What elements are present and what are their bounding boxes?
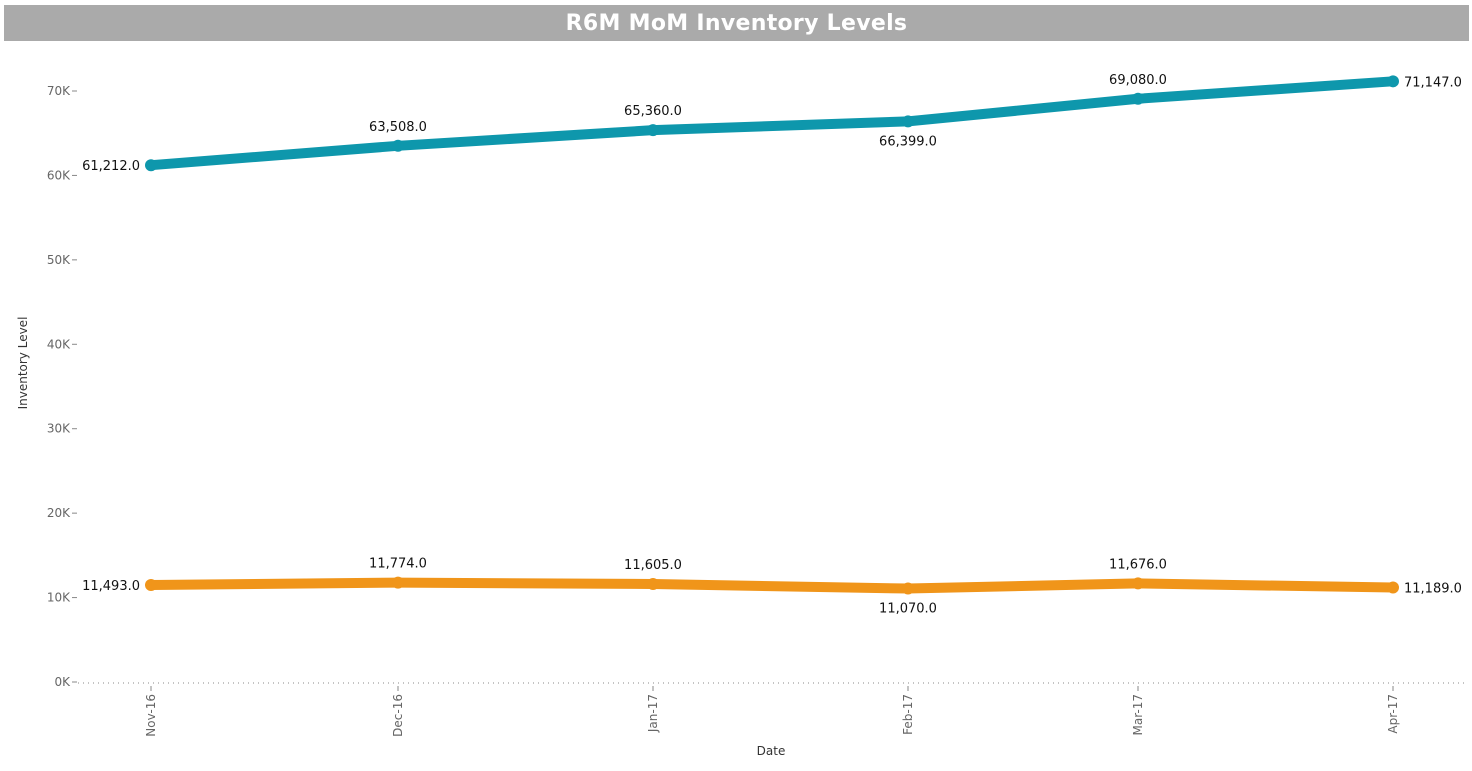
data-label: 61,212.0 xyxy=(82,159,140,174)
data-label: 11,676.0 xyxy=(1109,557,1167,572)
data-label: 11,774.0 xyxy=(369,557,427,572)
data-point[interactable] xyxy=(145,578,157,591)
chart-title-bar: R6M MoM Inventory Levels xyxy=(4,5,1469,41)
data-label: 69,080.0 xyxy=(1109,73,1167,88)
data-point[interactable] xyxy=(1132,577,1144,590)
y-tick-label: 30K xyxy=(47,422,71,436)
data-label: 63,508.0 xyxy=(369,120,427,135)
data-point[interactable] xyxy=(392,576,404,589)
series-line-1 xyxy=(146,76,1398,171)
data-point[interactable] xyxy=(647,578,659,591)
y-tick-label: 70K xyxy=(47,84,71,98)
series-line-2 xyxy=(146,577,1398,594)
y-tick-label: 50K xyxy=(47,253,71,267)
data-label: 71,147.0 xyxy=(1404,75,1462,90)
x-tick-label: Apr-17 xyxy=(1386,694,1400,734)
data-point[interactable] xyxy=(1387,75,1399,88)
data-point[interactable] xyxy=(902,115,914,128)
y-tick-label: 40K xyxy=(47,337,71,351)
x-tick-label: Jan-17 xyxy=(646,694,660,733)
y-tick-label: 0K xyxy=(54,675,71,689)
data-point[interactable] xyxy=(647,124,659,137)
data-point[interactable] xyxy=(1387,581,1399,594)
data-label: 66,399.0 xyxy=(879,134,937,149)
x-tick-label: Dec-16 xyxy=(391,694,405,737)
data-labels-layer: 61,212.0 63,508.0 65,360.0 66,399.0 69,080.0… xyxy=(82,73,1462,617)
data-point[interactable] xyxy=(392,139,404,152)
data-label: 11,493.0 xyxy=(82,579,140,594)
x-tick-label: Nov-16 xyxy=(144,694,158,737)
data-point[interactable] xyxy=(145,159,157,172)
data-label: 11,189.0 xyxy=(1404,582,1462,597)
data-label: 11,605.0 xyxy=(624,558,682,573)
data-label: 11,070.0 xyxy=(879,602,937,617)
data-label: 65,360.0 xyxy=(624,104,682,119)
x-tick-label: Mar-17 xyxy=(1131,694,1145,735)
y-tick-label: 60K xyxy=(47,168,71,182)
axes-group: 0K 10K 20K 30K 40K 50K 60K 70K Nov-16 Dec-16 Jan-1… xyxy=(47,84,1468,737)
y-axis-title: Inventory Level xyxy=(16,317,30,410)
y-tick-label: 10K xyxy=(47,591,71,605)
x-tick-label: Feb-17 xyxy=(901,694,915,735)
series-layer xyxy=(145,75,1399,595)
chart-title: R6M MoM Inventory Levels xyxy=(565,10,908,36)
x-axis-title: Date xyxy=(757,744,786,758)
data-point[interactable] xyxy=(1132,92,1144,105)
y-tick-label: 20K xyxy=(47,506,71,520)
data-point[interactable] xyxy=(902,582,914,595)
